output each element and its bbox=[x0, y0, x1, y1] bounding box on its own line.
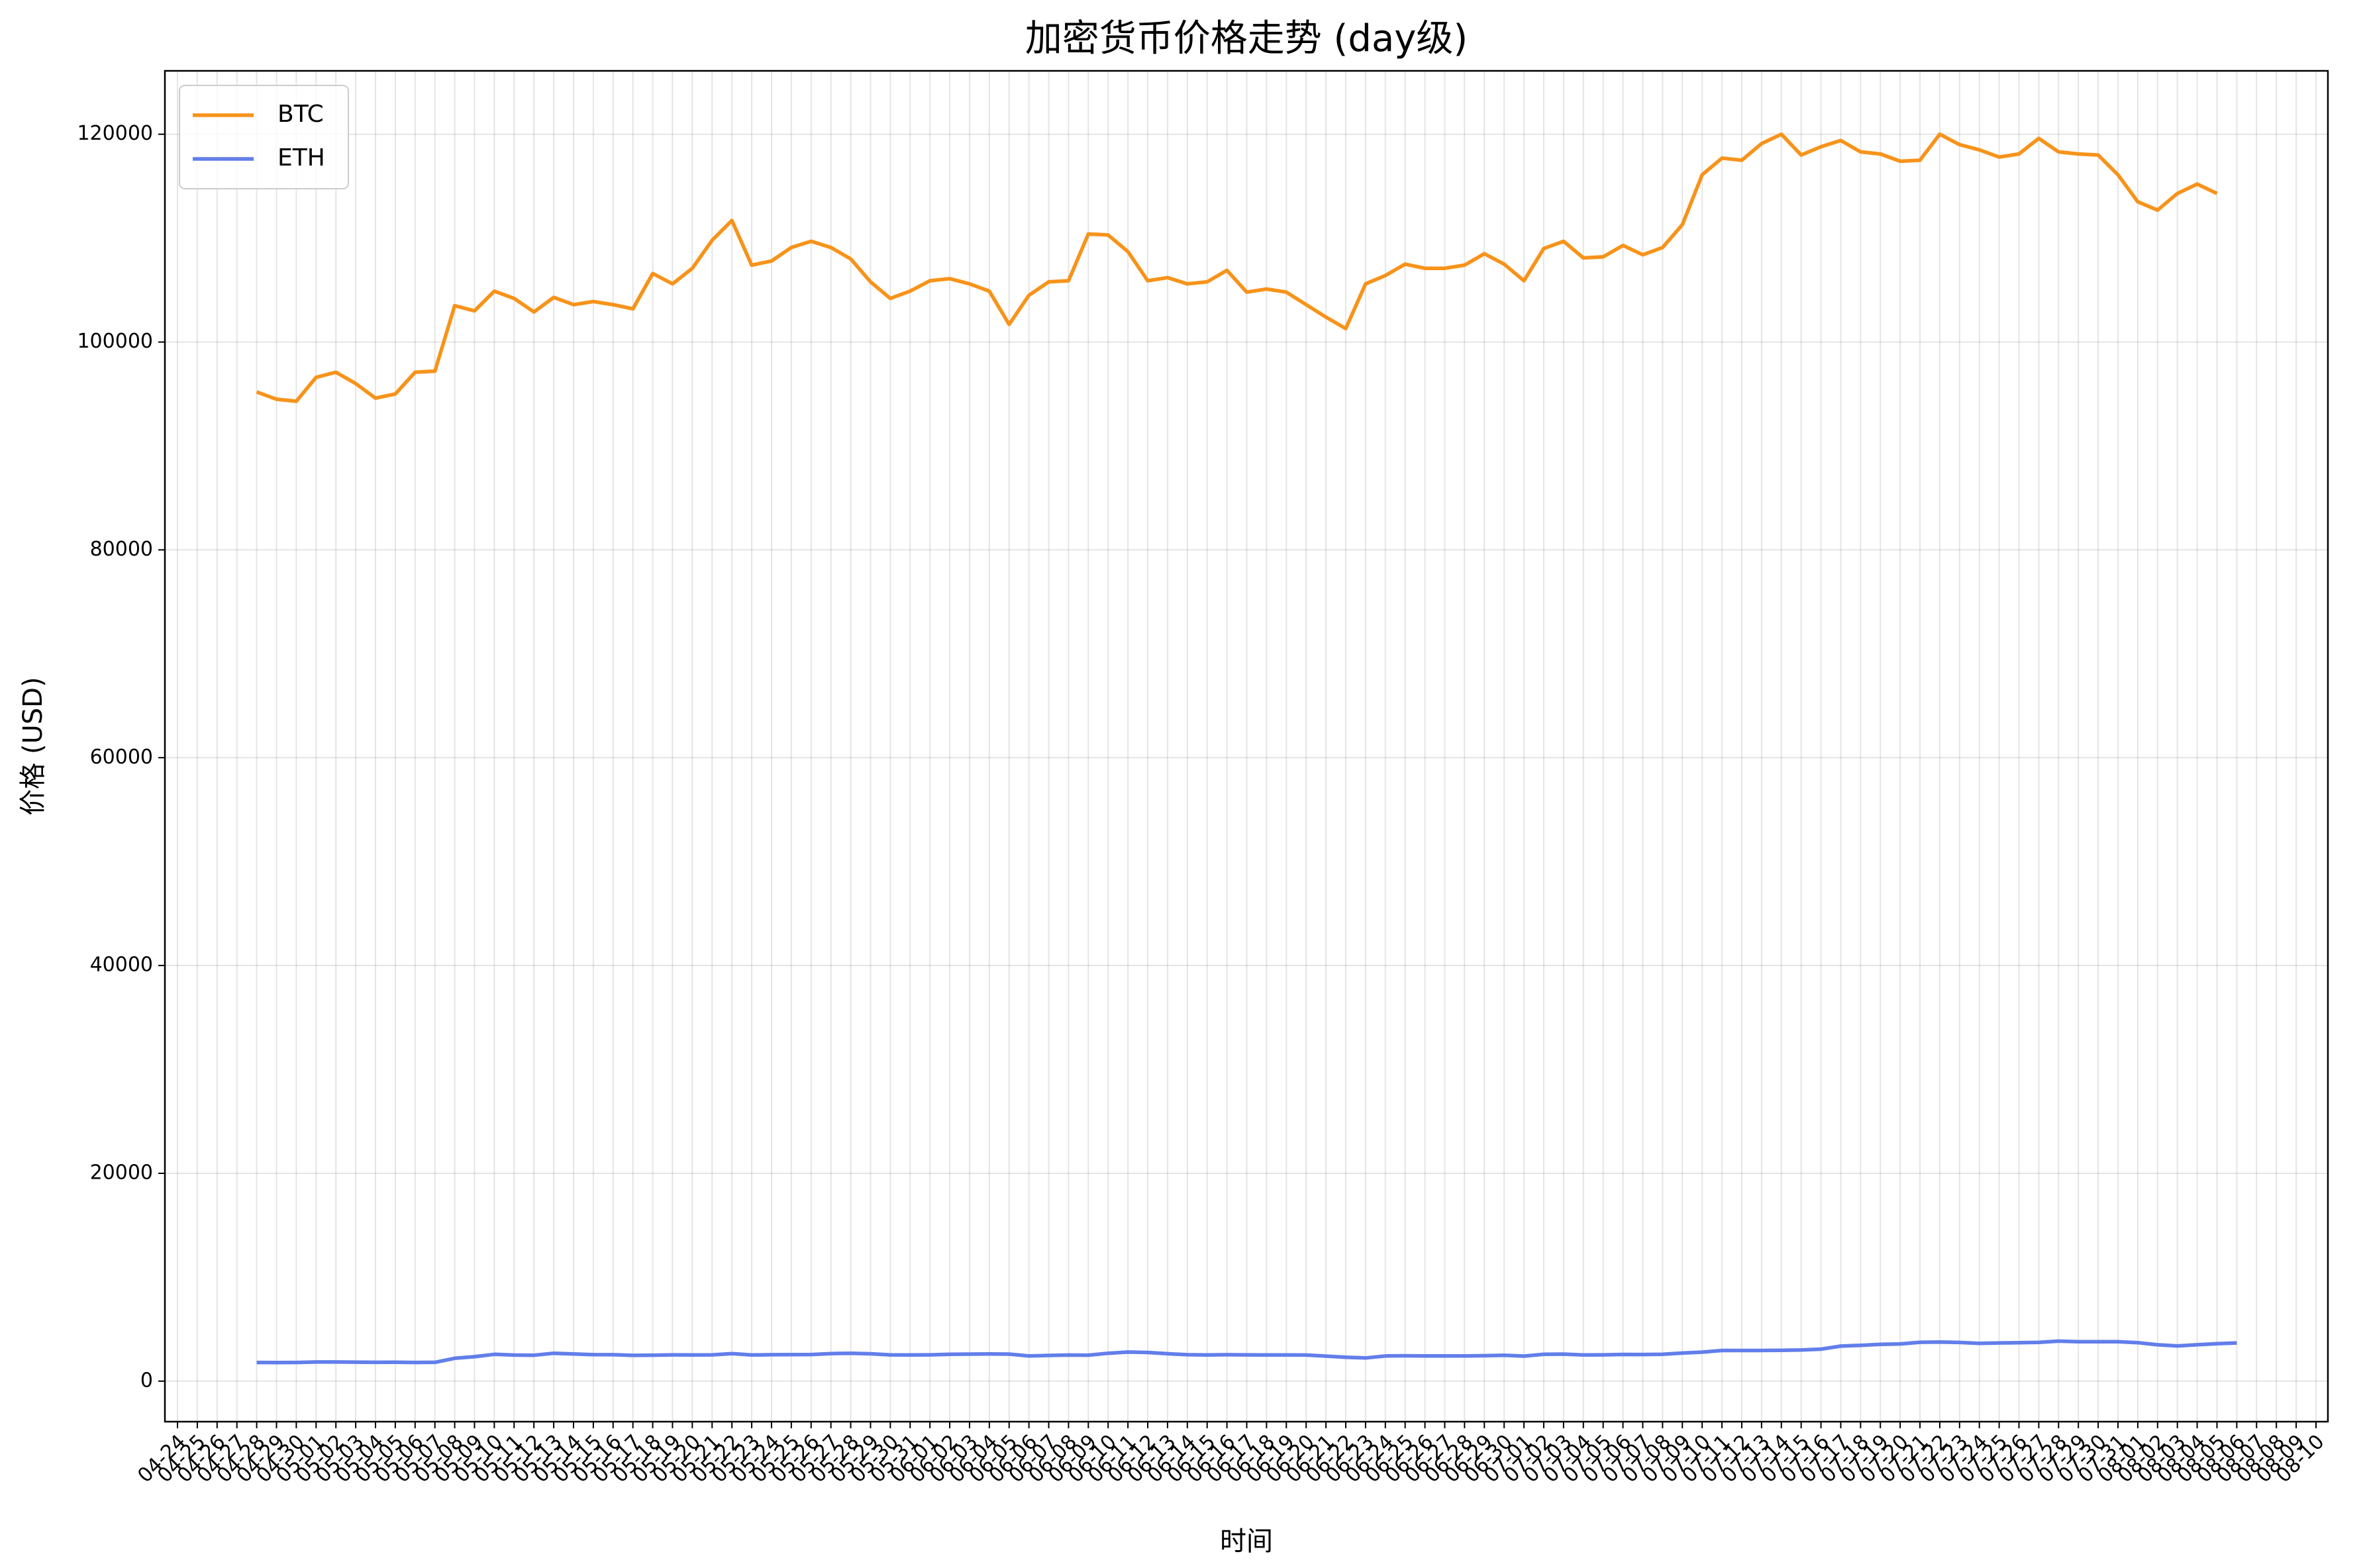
y-tick-label: 60000 bbox=[90, 746, 153, 769]
y-tick-label: 40000 bbox=[90, 954, 153, 977]
legend-box bbox=[179, 85, 349, 189]
legend-label: BTC bbox=[277, 101, 324, 128]
y-tick-label: 20000 bbox=[90, 1161, 153, 1184]
line-series bbox=[256, 1339, 2237, 1365]
y-tick-label: 80000 bbox=[90, 538, 153, 561]
chart-title: 加密货币价格走势 (day级) bbox=[1025, 17, 1468, 60]
y-axis-label: 价格 (USD) bbox=[18, 677, 48, 815]
y-tick-label: 100000 bbox=[77, 330, 153, 353]
plot-frame bbox=[164, 70, 2329, 1423]
y-tick-label: 0 bbox=[140, 1369, 153, 1392]
x-axis-label: 时间 bbox=[1220, 1526, 1273, 1557]
line-series bbox=[256, 132, 2218, 403]
y-tick-label: 120000 bbox=[77, 122, 153, 145]
legend-label: ETH bbox=[277, 144, 325, 172]
